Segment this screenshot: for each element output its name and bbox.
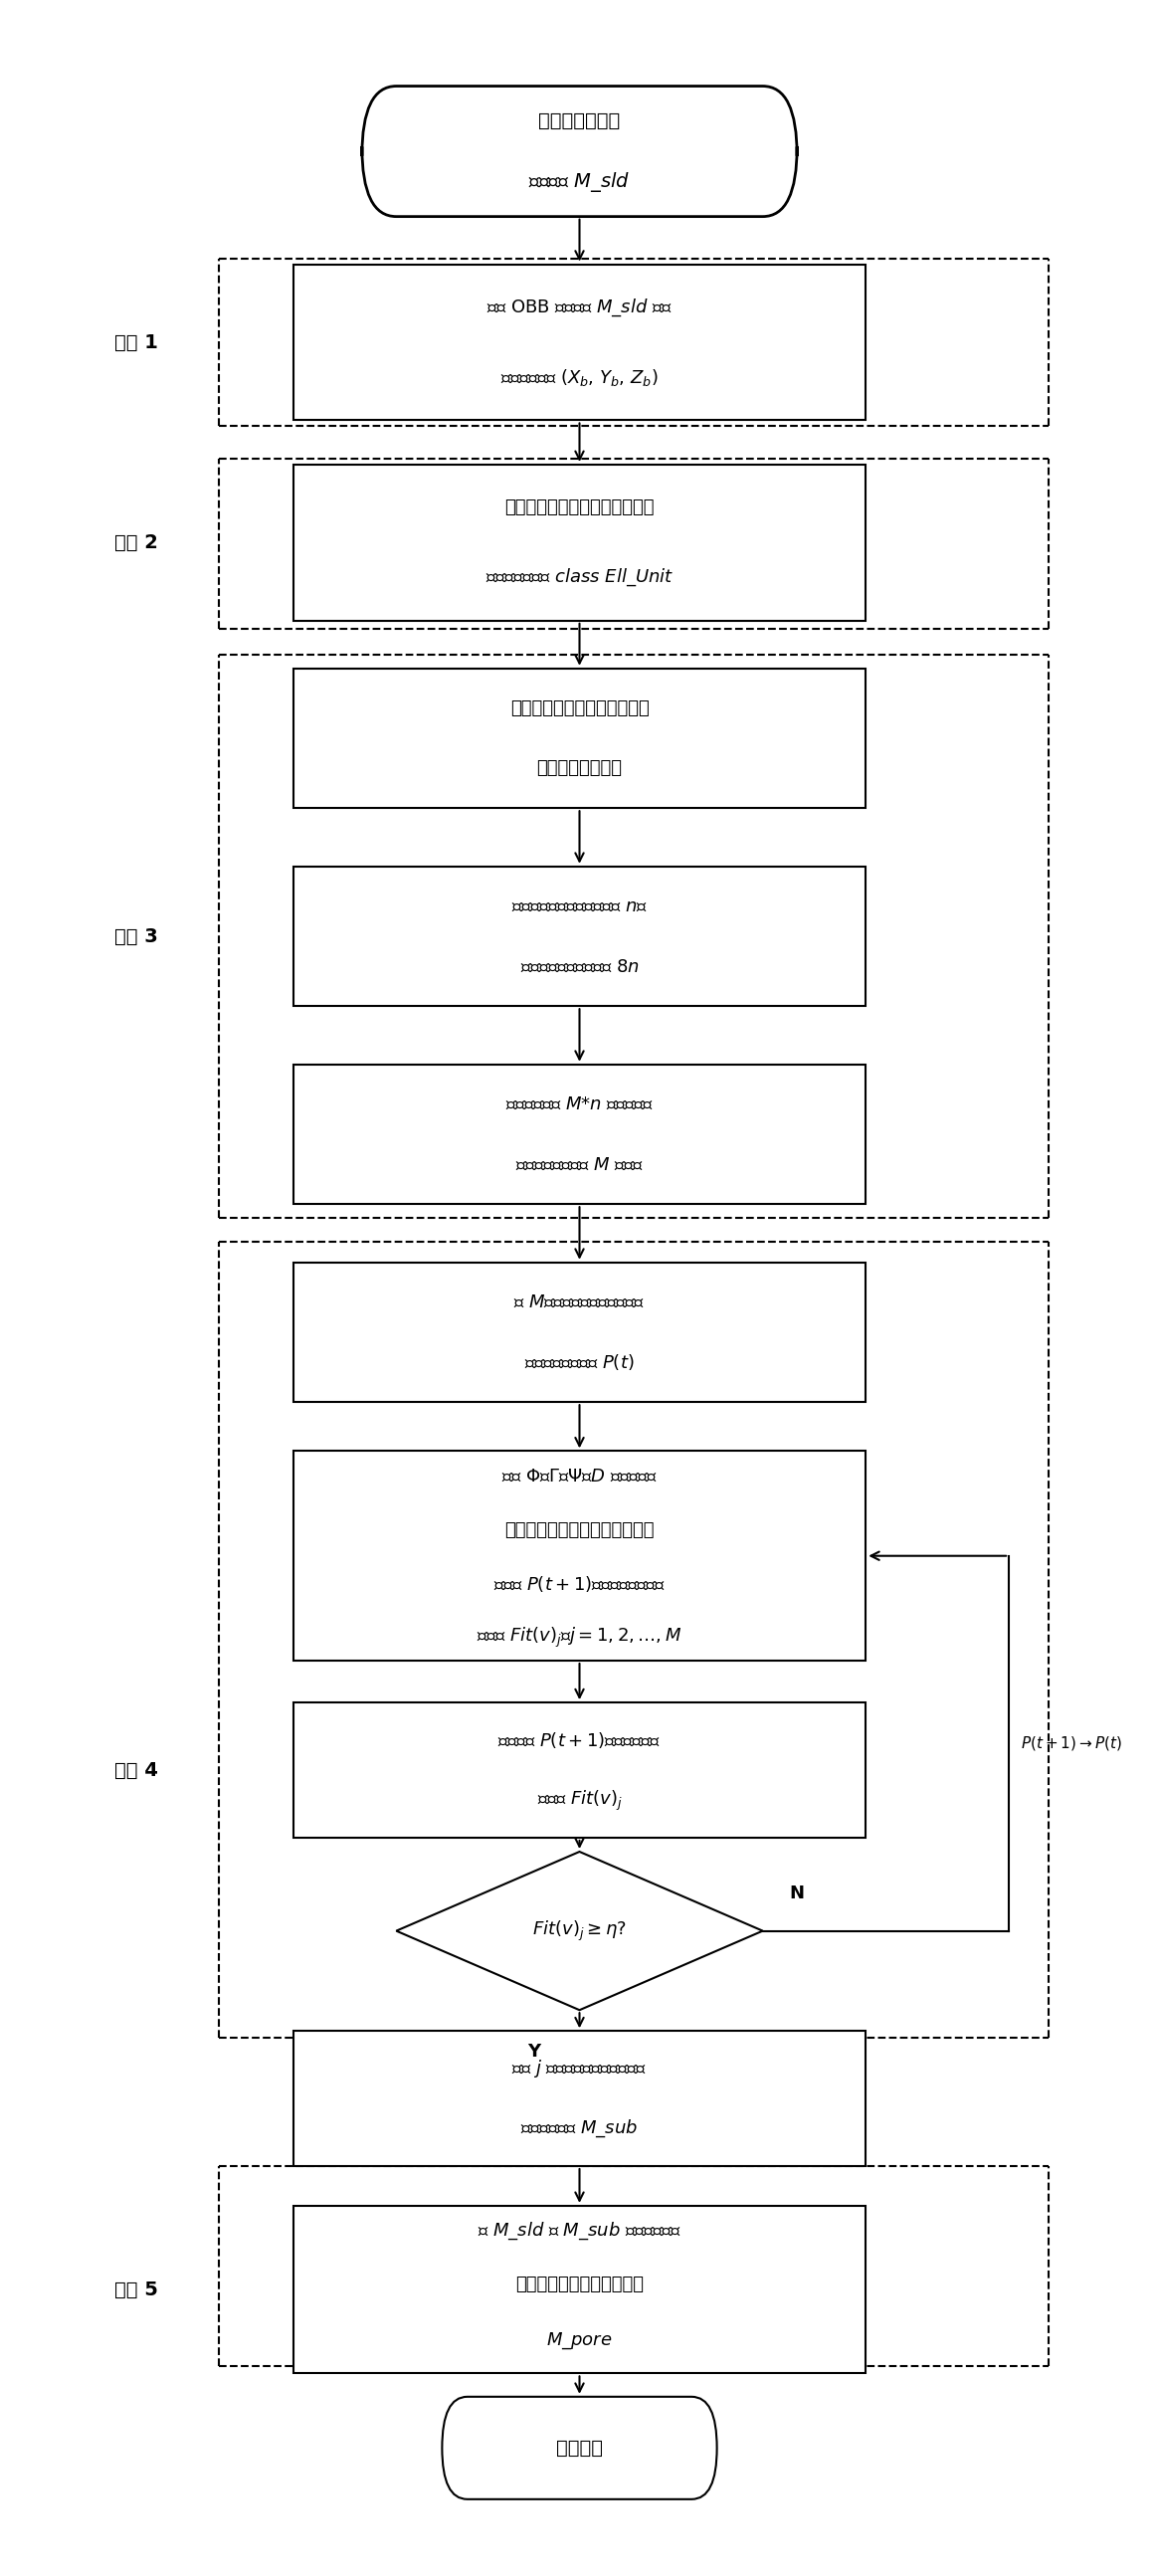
Text: N: N bbox=[789, 1886, 804, 1904]
Bar bbox=[293, 464, 866, 621]
Bar bbox=[293, 2205, 866, 2372]
Text: 设计构成负模型的单元体参数: 设计构成负模型的单元体参数 bbox=[510, 698, 649, 716]
Polygon shape bbox=[396, 1852, 763, 2009]
Text: 对第 $j$ 个个体进行解码，输出微: 对第 $j$ 个个体进行解码，输出微 bbox=[512, 2058, 647, 2079]
Text: $P(t+1)\rightarrow P(t)$: $P(t+1)\rightarrow P(t)$ bbox=[1020, 1734, 1122, 1752]
Text: 根据 $\Phi$、$\Gamma$、$\Psi$、$D$ 进行选择、: 根据 $\Phi$、$\Gamma$、$\Psi$、$D$ 进行选择、 bbox=[502, 1468, 657, 1486]
Text: 的群体 $P(t+1)$，计算每个个体的: 的群体 $P(t+1)$，计算每个个体的 bbox=[494, 1574, 665, 1595]
Text: 均匀随机产生 $M$*$n$ 个椭球单元: 均匀随机产生 $M$*$n$ 个椭球单元 bbox=[505, 1095, 654, 1113]
Text: 步骤 5: 步骤 5 bbox=[115, 2280, 158, 2298]
Text: 设计椭球单元体的数据结构，定: 设计椭球单元体的数据结构，定 bbox=[504, 500, 655, 518]
Text: 计算负模型中椭球体的数量 $n$，: 计算负模型中椭球体的数量 $n$， bbox=[511, 896, 648, 914]
Text: 观孔的负模型 $M\_sub$: 观孔的负模型 $M\_sub$ bbox=[520, 2117, 639, 2141]
Text: 交叉、变异和扰动运算，得到新: 交叉、变异和扰动运算，得到新 bbox=[504, 1522, 655, 1540]
Text: $Fit(v)_j \geq \eta$?: $Fit(v)_j \geq \eta$? bbox=[532, 1919, 627, 1942]
Text: 搜索群体 $P(t+1)$中个体适应度: 搜索群体 $P(t+1)$中个体适应度 bbox=[498, 1731, 661, 1749]
Text: 步骤 2: 步骤 2 bbox=[115, 533, 158, 551]
Text: 码，构建初始群体 $P(t)$: 码，构建初始群体 $P(t)$ bbox=[525, 1352, 634, 1373]
Text: 将 $M\_sld$ 与 $M\_sub$ 进行布尔减，: 将 $M\_sld$ 与 $M\_sub$ 进行布尔减， bbox=[478, 2221, 681, 2241]
FancyBboxPatch shape bbox=[362, 85, 797, 216]
Text: 步骤 1: 步骤 1 bbox=[115, 332, 158, 353]
Text: 义单元体模型类 $\mathit{class\ Ell\_Unit}$: 义单元体模型类 $\mathit{class\ Ell\_Unit}$ bbox=[486, 567, 673, 587]
Text: 步骤 4: 步骤 4 bbox=[115, 1762, 158, 1780]
Text: 输入仿生骨支架: 输入仿生骨支架 bbox=[539, 111, 620, 131]
Text: 算法结束: 算法结束 bbox=[556, 2439, 603, 2458]
Bar bbox=[293, 866, 866, 1007]
Text: Y: Y bbox=[527, 2043, 540, 2061]
Text: 步骤 3: 步骤 3 bbox=[115, 927, 158, 945]
Bar bbox=[293, 1064, 866, 1203]
Text: 确定个体编码串的长度 $8n$: 确定个体编码串的长度 $8n$ bbox=[520, 958, 639, 976]
Text: 基于 OBB 原理计算 $M\_sld$ 的最: 基于 OBB 原理计算 $M\_sld$ 的最 bbox=[487, 296, 672, 317]
Bar bbox=[293, 1703, 866, 1837]
FancyBboxPatch shape bbox=[442, 2396, 717, 2499]
Bar bbox=[293, 667, 866, 809]
Bar bbox=[293, 2030, 866, 2166]
Text: 及数量的约束条件: 及数量的约束条件 bbox=[537, 760, 622, 778]
Text: 对 $M$组个体分别进行浮点数编: 对 $M$组个体分别进行浮点数编 bbox=[513, 1293, 646, 1311]
Text: 适应度 $Fit(v)_j$，$j=1,2,\ldots,M$: 适应度 $Fit(v)_j$，$j=1,2,\ldots,M$ bbox=[478, 1625, 681, 1649]
Text: 体模型，从而构成 $M$ 组个体: 体模型，从而构成 $M$ 组个体 bbox=[516, 1157, 643, 1175]
Text: 外观模型 $M\_sld$: 外观模型 $M\_sld$ bbox=[529, 170, 630, 193]
Bar bbox=[293, 1450, 866, 1662]
Text: $M\_pore$: $M\_pore$ bbox=[546, 2331, 613, 2352]
Bar bbox=[293, 265, 866, 420]
Text: 最大值 $Fit(v)_j$: 最大值 $Fit(v)_j$ bbox=[537, 1788, 622, 1814]
Text: 得到含微观孔的仿生骨支架: 得到含微观孔的仿生骨支架 bbox=[516, 2277, 643, 2293]
Text: 小矩形包容盒 ($X_b$, $Y_b$, $Z_b$): 小矩形包容盒 ($X_b$, $Y_b$, $Z_b$) bbox=[501, 366, 658, 389]
Bar bbox=[293, 1262, 866, 1401]
